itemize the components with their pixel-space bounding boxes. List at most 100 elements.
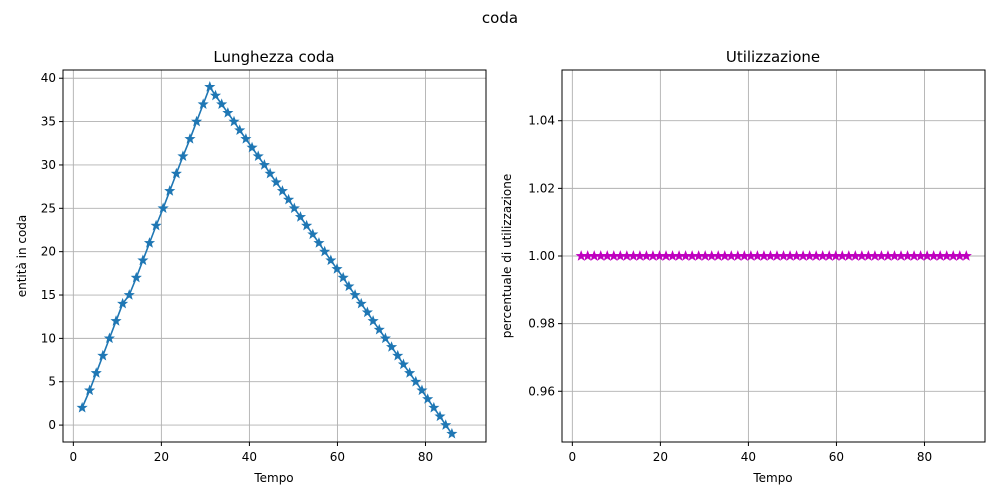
data-point-marker	[361, 306, 373, 318]
y-tick-label: 0.96	[528, 384, 555, 398]
data-point-marker	[264, 167, 276, 179]
chart-utilization: Utilizzazione 0 20 40 60 80 0.96 0.98 1.00 1.02 1…	[500, 48, 986, 485]
y-tick-label: 40	[41, 71, 56, 85]
data-point-marker	[313, 237, 325, 248]
data-point-marker	[90, 367, 102, 378]
y-axis-label: entità in coda	[15, 215, 29, 298]
data-point-marker	[404, 367, 416, 378]
grid	[63, 70, 486, 442]
y-axis-label: percentuale di utilizzazione	[500, 174, 514, 338]
x-tick-label: 40	[741, 450, 756, 464]
plot-frame	[561, 69, 986, 443]
data-point-marker	[307, 228, 319, 240]
x-tick-label: 80	[418, 450, 433, 464]
data-point-marker	[367, 315, 379, 326]
y-tick-label: 25	[41, 201, 56, 215]
y-tick-label: 0	[48, 418, 56, 432]
data-point-marker	[191, 115, 203, 127]
data-point-marker	[428, 401, 440, 413]
y-tick-label: 1.00	[528, 249, 555, 263]
data-point-marker	[319, 245, 331, 257]
series	[575, 250, 972, 261]
data-point-marker	[288, 202, 300, 214]
x-tick-label: 40	[242, 450, 257, 464]
ticks: 0 20 40 60 80 0.96 0.98 1.00 1.02 1.04	[528, 114, 932, 464]
y-tick-label: 20	[41, 245, 56, 259]
data-point-marker	[446, 427, 458, 439]
data-point-marker	[294, 211, 307, 222]
data-point-marker	[373, 323, 385, 335]
data-point-marker	[157, 202, 169, 214]
y-tick-label: 15	[41, 288, 56, 302]
x-tick-label: 60	[330, 450, 345, 464]
figure-suptitle: coda	[482, 9, 518, 27]
data-point-marker	[386, 341, 398, 352]
data-point-marker	[170, 167, 182, 179]
data-point-marker	[240, 133, 252, 144]
data-point-marker	[103, 332, 116, 344]
y-tick-label: 0.98	[528, 317, 555, 331]
x-tick-label: 60	[829, 450, 844, 464]
ticks: 0 20 40 60 80 0 5 10 15 20 25 30 35 40	[41, 71, 433, 464]
data-point-marker	[416, 384, 428, 396]
plot-frame	[62, 69, 487, 443]
data-point-marker	[234, 124, 246, 136]
data-point-marker	[123, 289, 135, 300]
x-tick-label: 0	[70, 450, 78, 464]
data-point-marker	[252, 150, 264, 162]
chart-title: Utilizzazione	[726, 48, 820, 66]
data-point-marker	[392, 349, 404, 361]
y-tick-label: 35	[41, 115, 56, 129]
data-point-marker	[184, 133, 196, 144]
x-tick-label: 20	[653, 450, 668, 464]
data-point-marker	[143, 237, 156, 248]
data-point-marker	[97, 349, 109, 361]
chart-title: Lunghezza coda	[213, 48, 334, 66]
data-point-marker	[355, 297, 367, 309]
data-point-marker	[177, 150, 189, 162]
data-point-marker	[270, 176, 282, 188]
y-tick-label: 5	[48, 375, 56, 389]
x-tick-label: 0	[569, 450, 577, 464]
data-point-marker	[204, 81, 216, 92]
data-point-marker	[246, 141, 258, 153]
data-point-marker	[331, 263, 343, 274]
data-point-marker	[276, 185, 288, 196]
data-point-marker	[434, 410, 446, 422]
data-point-marker	[130, 271, 142, 283]
data-point-marker	[397, 358, 410, 370]
y-tick-label: 1.04	[528, 114, 555, 128]
data-point-marker	[209, 89, 222, 101]
data-point-marker	[164, 185, 176, 196]
y-tick-label: 30	[41, 158, 56, 172]
data-point-marker	[410, 375, 422, 387]
data-point-marker	[301, 219, 313, 231]
data-point-marker	[228, 115, 240, 127]
data-point-marker	[197, 98, 209, 109]
x-axis-label: Tempo	[253, 471, 293, 485]
data-point-marker	[283, 193, 295, 205]
chart-queue-length: Lunghezza coda 0 20 40 60 80 0 5 10 15 20 25 30 35 40…	[15, 48, 487, 485]
x-tick-label: 20	[154, 450, 169, 464]
data-point-marker	[337, 271, 349, 283]
data-point-marker	[216, 98, 228, 109]
x-tick-label: 80	[917, 450, 932, 464]
data-point-marker	[76, 401, 88, 413]
data-point-marker	[137, 254, 149, 266]
data-point-marker	[422, 393, 434, 404]
x-axis-label: Tempo	[752, 471, 792, 485]
data-point-marker	[349, 289, 361, 300]
data-point-marker	[440, 419, 452, 430]
y-tick-label: 10	[41, 331, 56, 345]
data-point-marker	[325, 254, 337, 266]
data-point-marker	[84, 384, 96, 396]
data-point-marker	[110, 315, 122, 326]
data-point-marker	[258, 159, 270, 170]
data-point-marker	[960, 250, 972, 261]
data-point-marker	[379, 332, 391, 344]
data-point-marker	[150, 219, 162, 231]
series	[76, 81, 458, 439]
data-point-marker	[222, 107, 234, 118]
y-tick-label: 1.02	[528, 181, 555, 195]
